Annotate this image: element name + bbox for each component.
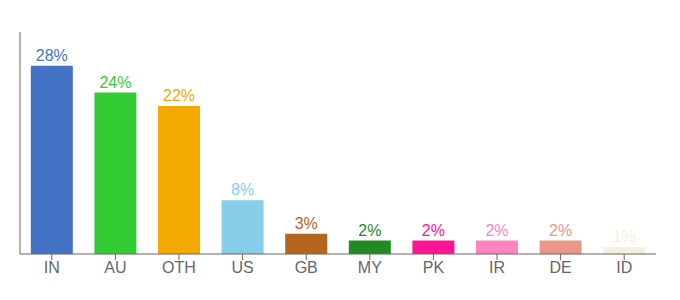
svg-text:AU: AU bbox=[104, 259, 126, 276]
svg-text:3%: 3% bbox=[295, 215, 318, 232]
svg-text:2%: 2% bbox=[549, 222, 572, 239]
svg-text:24%: 24% bbox=[99, 74, 131, 91]
svg-text:IR: IR bbox=[489, 259, 505, 276]
svg-text:2%: 2% bbox=[422, 222, 445, 239]
svg-text:DE: DE bbox=[549, 259, 571, 276]
svg-text:US: US bbox=[231, 259, 253, 276]
svg-text:8%: 8% bbox=[231, 181, 254, 198]
svg-text:GB: GB bbox=[295, 259, 318, 276]
svg-text:IN: IN bbox=[44, 259, 60, 276]
svg-text:1%: 1% bbox=[613, 228, 636, 245]
svg-text:ID: ID bbox=[616, 259, 632, 276]
svg-text:PK: PK bbox=[423, 259, 445, 276]
svg-text:2%: 2% bbox=[485, 222, 508, 239]
svg-text:2%: 2% bbox=[358, 222, 381, 239]
svg-text:28%: 28% bbox=[36, 47, 68, 64]
svg-text:MY: MY bbox=[358, 259, 382, 276]
svg-text:OTH: OTH bbox=[162, 259, 196, 276]
svg-text:22%: 22% bbox=[163, 87, 195, 104]
